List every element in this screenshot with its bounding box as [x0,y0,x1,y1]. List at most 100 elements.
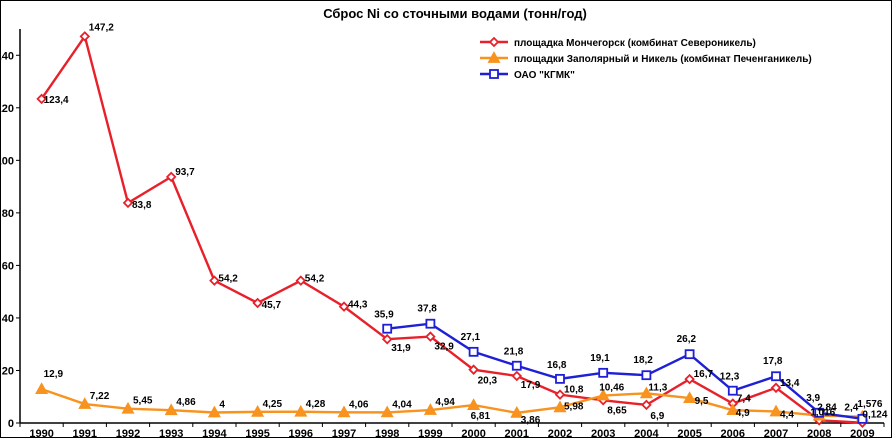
data-label-zapolyarny-nikel: 11,3 [648,382,667,393]
data-point-kgmk [814,407,825,418]
data-label-monchegorsk: 13,4 [780,378,800,389]
data-point-monchegorsk [770,382,782,394]
data-label-monchegorsk: 31,9 [391,343,411,354]
data-label-zapolyarny-nikel: 4,94 [435,397,455,408]
data-point-monchegorsk [122,197,134,209]
legend-box [474,30,884,84]
data-point-monchegorsk [79,31,91,42]
data-label-monchegorsk: 0,124 [862,410,887,421]
data-label-kgmk: 37,8 [417,304,437,315]
data-label-kgmk: 26,2 [677,334,697,345]
data-label-monchegorsk: 147,2 [89,22,114,33]
data-label-zapolyarny-nikel: 4,9 [736,408,750,419]
data-label-zapolyarny-nikel: 4 [219,399,225,410]
x-tick-label: 2000 [461,428,485,439]
data-point-zapolyarny-nikel [683,391,697,403]
x-tick-label: 2006 [721,428,745,439]
data-label-monchegorsk: 8,65 [607,405,627,416]
data-label-zapolyarny-nikel: 10,46 [599,383,624,394]
data-label-kgmk: 19,1 [590,353,610,364]
data-point-zapolyarny-nikel [337,405,351,418]
data-label-zapolyarny-nikel: 4,06 [349,399,369,410]
data-point-zapolyarny-nikel [553,400,567,413]
data-label-zapolyarny-nikel: 9,5 [695,396,709,407]
legend-marker [487,51,501,63]
x-tick-label: 2003 [591,428,615,439]
x-tick-label: 1993 [159,428,183,439]
x-tick-label: 2007 [764,428,788,439]
legend-label: площадки Заполярный и Никель (комбинат П… [514,53,812,65]
data-label-kgmk: 35,9 [374,310,394,321]
data-label-monchegorsk: 83,8 [132,200,152,211]
x-tick-label: 1998 [375,428,399,439]
y-tick-label: 80 [2,208,14,220]
data-label-monchegorsk: 44,3 [348,300,368,311]
data-label-kgmk: 3,9 [806,393,820,404]
data-point-zapolyarny-nikel [726,403,740,416]
data-label-kgmk: 18,2 [633,355,653,366]
legend-label: площадка Мончегорск (комбинат Северонике… [514,37,756,49]
data-point-monchegorsk [209,275,220,286]
data-point-kgmk [468,346,479,357]
data-point-monchegorsk [641,399,652,411]
data-label-monchegorsk: 1,016 [810,407,835,418]
data-label-zapolyarny-nikel: 2,4 [844,403,858,414]
data-label-kgmk: 12,3 [720,372,740,383]
data-label-zapolyarny-nikel: 6,81 [471,411,491,422]
x-tick-label: 1999 [418,428,442,439]
data-point-zapolyarny-nikel [380,405,394,418]
x-tick-label: 2001 [505,428,529,439]
data-point-zapolyarny-nikel [510,406,524,418]
legend-item-zapolyarny-nikel: площадки Заполярный и Никель (комбинат П… [480,51,812,65]
data-label-zapolyarny-nikel: 4,86 [176,397,196,408]
data-point-kgmk [598,367,609,378]
data-point-monchegorsk [468,364,479,375]
data-label-monchegorsk: 123,4 [44,95,69,106]
data-point-kgmk [511,360,522,371]
data-label-monchegorsk: 10,8 [564,385,584,396]
data-label-zapolyarny-nikel: 2,84 [817,403,837,414]
data-point-monchegorsk [165,171,177,183]
x-tick-label: 1992 [116,428,140,439]
chart-title: Сброс Ni со сточными водами (тонн/год) [323,6,587,21]
data-point-zapolyarny-nikel [164,403,178,416]
data-label-zapolyarny-nikel: 5,45 [133,396,153,407]
data-label-monchegorsk: 45,7 [262,300,282,311]
x-tick-label: 1996 [289,428,313,439]
data-label-zapolyarny-nikel: 4,28 [306,399,326,410]
data-label-monchegorsk: 54,2 [218,274,238,285]
data-point-zapolyarny-nikel [467,398,481,411]
data-label-kgmk: 27,1 [461,332,481,343]
legend-marker [489,69,499,79]
x-tick-label: 1997 [332,428,356,439]
y-tick-label: 40 [2,313,14,325]
legend-item-kgmk: ОАО "КГМК" [480,69,575,81]
series-layer [35,31,869,428]
x-tick-label: 1995 [245,428,269,439]
data-label-monchegorsk: 17,9 [521,380,541,391]
axes: 0 20 40 60 80 100 120 140 1990 1991 1992 1993 1994 19… [0,29,885,439]
legend: площадка Мончегорск (комбинат Северонике… [474,30,884,84]
x-tick-label: 2009 [850,428,874,439]
y-tick-label: 120 [0,103,14,115]
data-label-zapolyarny-nikel: 4,4 [780,409,794,420]
data-label-kgmk: 21,8 [504,347,524,358]
data-point-monchegorsk [554,389,566,400]
data-label-monchegorsk: 93,7 [175,167,195,178]
data-point-monchegorsk [252,297,263,309]
data-point-monchegorsk [295,275,307,286]
data-label-zapolyarny-nikel: 4,04 [392,399,412,410]
legend-label: ОАО "КГМК" [514,70,575,81]
data-point-monchegorsk [338,301,350,312]
data-point-kgmk [555,373,565,384]
y-tick-label: 20 [2,365,14,377]
series-line-zapolyarny-nikel [41,387,863,418]
x-tick-label: 2005 [677,428,701,439]
data-point-monchegorsk [36,93,47,105]
data-label-monchegorsk: 54,2 [305,274,325,285]
data-point-kgmk [857,413,868,424]
series-line-kgmk [387,322,863,421]
data-label-kgmk: 1,576 [857,399,882,410]
